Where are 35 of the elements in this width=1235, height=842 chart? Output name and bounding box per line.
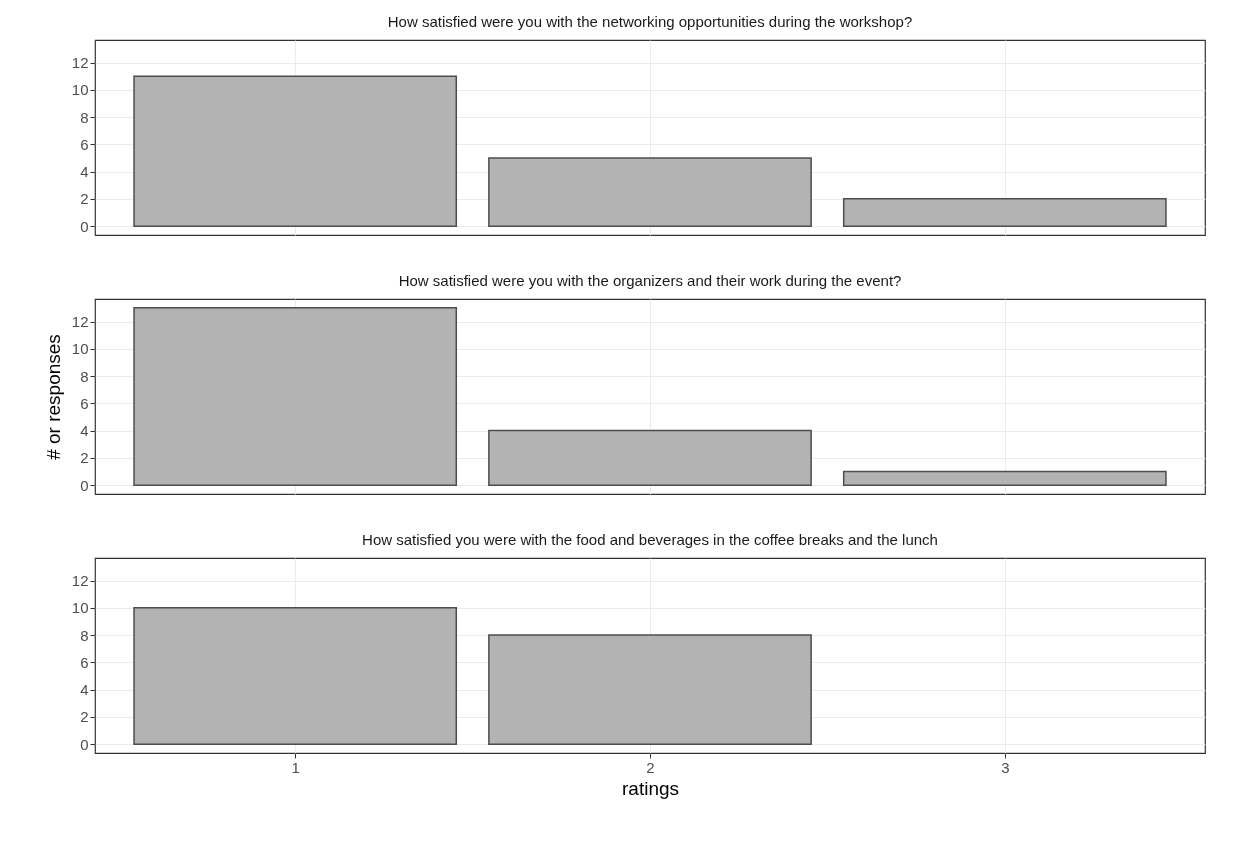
- x-tick-label: 3: [1001, 758, 1010, 776]
- chart-title: How satisfied were you with the networking opportunities during the workshop?: [387, 13, 913, 30]
- x-tick-label: 2: [646, 758, 655, 776]
- y-tick-label: 12: [71, 572, 89, 589]
- chart-title: How satisfied you were with the food and beverages in the coffee breaks and the lunch: [362, 531, 938, 548]
- chart-title: How satisfied were you with the organizers and their work during the event?: [398, 272, 902, 289]
- y-tick-label: 6: [80, 394, 89, 412]
- y-tick-label: 2: [80, 190, 89, 208]
- x-tick-label: 1: [291, 758, 300, 776]
- y-tick-label: 8: [80, 108, 89, 126]
- bar: [488, 157, 812, 227]
- bar: [133, 307, 458, 486]
- y-tick-label: 12: [71, 54, 89, 71]
- bar: [133, 75, 458, 227]
- bar: [488, 429, 812, 486]
- y-tick-label: 0: [80, 476, 89, 494]
- y-tick-label: 6: [80, 135, 89, 153]
- y-tick-label: 6: [80, 653, 89, 671]
- y-tick-label: 10: [71, 340, 89, 358]
- bar: [842, 470, 1167, 486]
- y-tick-label: 8: [80, 367, 89, 385]
- y-axis-title: # or responses: [42, 334, 64, 460]
- bar: [842, 198, 1167, 227]
- y-tick-label: 4: [80, 681, 89, 699]
- y-tick-label: 2: [80, 708, 89, 726]
- y-tick-label: 0: [80, 735, 89, 753]
- y-tick-label: 4: [80, 163, 89, 181]
- y-tick-label: 8: [80, 626, 89, 644]
- y-tick-label: 0: [80, 217, 89, 235]
- x-axis-title: ratings: [621, 777, 680, 799]
- y-tick-label: 12: [71, 313, 89, 330]
- y-tick-label: 2: [80, 449, 89, 467]
- y-tick-label: 10: [71, 599, 89, 617]
- y-tick-label: 4: [80, 422, 89, 440]
- y-tick-label: 10: [71, 81, 89, 99]
